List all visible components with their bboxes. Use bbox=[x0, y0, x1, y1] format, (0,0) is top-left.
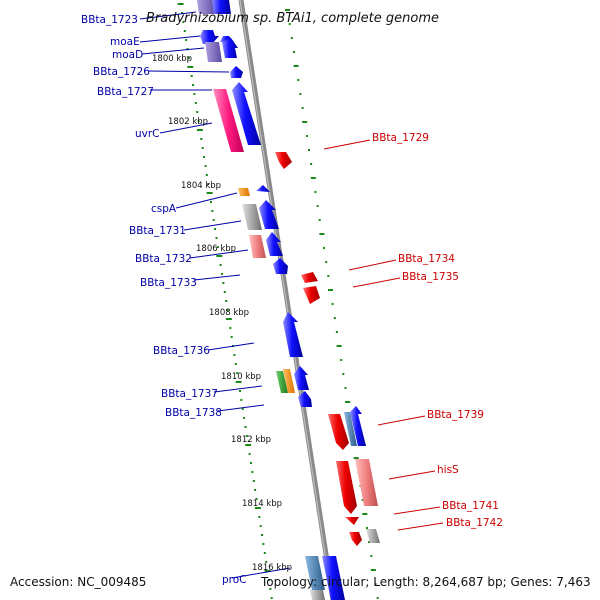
leader-line-cspa bbox=[175, 192, 238, 209]
gene-label-bbta-1731[interactable]: BBta_1731 bbox=[129, 225, 186, 237]
gene-feature-moad-b[interactable] bbox=[222, 38, 238, 58]
gene-feature-moad[interactable] bbox=[205, 42, 222, 62]
gene-feature-bbta-1723[interactable] bbox=[197, 0, 216, 14]
scale-label: 1814 kbp bbox=[242, 499, 282, 509]
gene-feature-bbta-1739[interactable] bbox=[350, 406, 366, 446]
topology-text: Topology: circular; Length: 8,264,687 bp… bbox=[260, 575, 591, 589]
gene-label-bbta-1734[interactable]: BBta_1734 bbox=[398, 253, 455, 265]
genome-title: Bradyrhizobium sp. BTAi1, complete genom… bbox=[146, 11, 439, 26]
gene-label-bbta-1738[interactable]: BBta_1738 bbox=[165, 407, 222, 419]
leader-line-bbta-1737 bbox=[213, 385, 263, 393]
gene-feature-bbta-1737[interactable] bbox=[294, 366, 309, 390]
gene-label-bbta-1736[interactable]: BBta_1736 bbox=[153, 345, 210, 357]
gene-feature-bbta-1732-lred[interactable] bbox=[249, 235, 266, 258]
gene-feature-bbta-1732[interactable] bbox=[266, 232, 283, 256]
right-gene-labels: BBta_1729 BBta_1734 BBta_1735 BBta_1739 … bbox=[372, 132, 503, 529]
gene-label-bbta-1732[interactable]: BBta_1732 bbox=[135, 253, 192, 265]
gene-feature-moae[interactable] bbox=[200, 30, 219, 44]
gene-features bbox=[197, 0, 380, 600]
leader-line-bbta-1742 bbox=[397, 522, 444, 531]
gene-feature-bbta-1741[interactable] bbox=[345, 517, 359, 525]
gene-feature-bbta-1733[interactable] bbox=[273, 258, 288, 274]
gene-feature-bbta-1731-gray[interactable] bbox=[242, 204, 262, 230]
gene-feature-proc-steel[interactable] bbox=[305, 556, 325, 590]
gene-label-proc[interactable]: proC bbox=[222, 574, 247, 586]
gene-label-bbta-1729[interactable]: BBta_1729 bbox=[372, 132, 429, 144]
gene-feature-bbta-1735[interactable] bbox=[303, 286, 320, 304]
scale-label: 1806 kbp bbox=[196, 244, 236, 254]
gene-label-bbta-1737[interactable]: BBta_1737 bbox=[161, 388, 218, 400]
scale-label: 1802 kbp bbox=[168, 117, 208, 127]
gene-feature-uvrc[interactable] bbox=[232, 82, 261, 145]
gene-feature-bbta-1742-red[interactable] bbox=[349, 532, 362, 546]
leader-line-bbta-1731 bbox=[183, 220, 242, 231]
gene-label-bbta-1741[interactable]: BBta_1741 bbox=[442, 500, 499, 512]
gene-feature-hiss-red[interactable] bbox=[336, 461, 357, 514]
gene-feature-bbta-1737-green[interactable] bbox=[276, 371, 288, 393]
gene-feature-bbta-1727[interactable] bbox=[213, 89, 244, 152]
scale-labels: 1800 kbp 1802 kbp 1804 kbp 1806 kbp 1808… bbox=[152, 54, 292, 573]
scale-label: 1800 kbp bbox=[152, 54, 192, 64]
gene-feature-bbta-1731[interactable] bbox=[259, 200, 279, 229]
leader-line-bbta-1736 bbox=[207, 342, 255, 351]
leader-line-hiss bbox=[388, 470, 436, 480]
scale-label: 1808 kbp bbox=[209, 308, 249, 318]
gene-label-bbta-1733[interactable]: BBta_1733 bbox=[140, 277, 197, 289]
gene-feature-proc[interactable] bbox=[322, 556, 345, 600]
gene-feature-bbta-1742-gray[interactable] bbox=[366, 529, 380, 543]
leader-line-bbta-1723 bbox=[139, 11, 197, 20]
gene-feature-proc-b[interactable] bbox=[310, 590, 325, 600]
gene-label-bbta-1723[interactable]: BBta_1723 bbox=[81, 14, 138, 26]
leader-line-bbta-1741 bbox=[393, 506, 441, 515]
leader-line-bbta-1733 bbox=[193, 274, 241, 281]
gene-label-bbta-1742[interactable]: BBta_1742 bbox=[446, 517, 503, 529]
accession-text: Accession: NC_009485 bbox=[10, 575, 146, 589]
leader-line-bbta-1732 bbox=[189, 249, 249, 259]
gene-feature-bbta-1736[interactable] bbox=[283, 312, 303, 357]
gene-feature-hiss[interactable] bbox=[355, 459, 378, 506]
leader-lines bbox=[139, 11, 444, 579]
gene-feature-bbta-1739-red[interactable] bbox=[328, 414, 349, 450]
gene-label-bbta-1726[interactable]: BBta_1726 bbox=[93, 66, 150, 78]
gene-label-hiss[interactable]: hisS bbox=[437, 464, 459, 476]
leader-line-moad bbox=[141, 47, 205, 55]
gene-label-bbta-1739[interactable]: BBta_1739 bbox=[427, 409, 484, 421]
scale-label: 1804 kbp bbox=[181, 181, 221, 191]
gene-feature-cspa[interactable] bbox=[256, 185, 270, 192]
gene-feature-bbta-1737-orange[interactable] bbox=[283, 369, 295, 393]
gene-label-moad[interactable]: moaD bbox=[112, 49, 143, 61]
gene-feature-bbta-1734[interactable] bbox=[301, 272, 318, 283]
gene-label-cspa[interactable]: cspA bbox=[151, 203, 177, 215]
scale-label: 1810 kbp bbox=[221, 372, 261, 382]
leader-line-uvrc bbox=[159, 122, 213, 134]
leader-line-proc bbox=[231, 567, 291, 579]
leader-line-bbta-1734 bbox=[348, 259, 397, 271]
gene-label-moae[interactable]: moaE bbox=[110, 36, 140, 48]
gene-label-uvrc[interactable]: uvrC bbox=[135, 128, 160, 140]
leader-line-bbta-1729 bbox=[323, 139, 371, 150]
genome-backbone bbox=[238, 0, 336, 600]
gene-feature-cspa-orange[interactable] bbox=[238, 188, 250, 196]
gene-label-bbta-1727[interactable]: BBta_1727 bbox=[97, 86, 154, 98]
leader-line-bbta-1735 bbox=[352, 277, 401, 288]
gene-feature-bbta-1738[interactable] bbox=[298, 391, 312, 407]
gene-feature-bbta-1729[interactable] bbox=[275, 152, 292, 169]
gene-feature-top-forward[interactable] bbox=[212, 0, 231, 14]
leader-line-bbta-1738 bbox=[217, 404, 265, 412]
left-gene-labels: BBta_1723 moaE moaD BBta_1726 BBta_1727 … bbox=[81, 14, 247, 586]
gene-feature-bbta-1726[interactable] bbox=[230, 66, 243, 78]
scale-label: 1816 kbp bbox=[252, 563, 292, 573]
genome-backbone-highlight bbox=[239, 0, 333, 600]
leader-line-moae bbox=[139, 35, 201, 43]
leader-line-bbta-1739 bbox=[377, 415, 426, 426]
gene-feature-bbta-1739-steel[interactable] bbox=[344, 412, 357, 446]
leader-line-bbta-1726 bbox=[147, 70, 230, 73]
gene-label-bbta-1735[interactable]: BBta_1735 bbox=[402, 271, 459, 283]
scale-label: 1812 kbp bbox=[231, 435, 271, 445]
